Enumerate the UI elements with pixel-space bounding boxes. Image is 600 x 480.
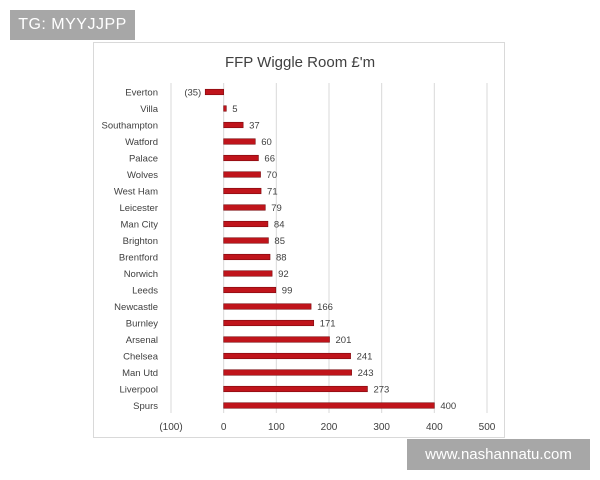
category-label: Everton [125, 88, 158, 99]
data-label: 201 [336, 335, 352, 346]
category-label: Leicester [119, 203, 158, 214]
bar [223, 204, 266, 211]
category-label: Newcastle [114, 302, 158, 313]
bar [223, 336, 330, 343]
bar [223, 138, 256, 145]
bar [223, 105, 227, 112]
data-label: 92 [278, 269, 289, 280]
data-label: 243 [358, 368, 374, 379]
bar [223, 369, 352, 376]
category-label: Brentford [119, 253, 158, 264]
category-label: Watford [125, 137, 158, 148]
category-label: Arsenal [126, 335, 158, 346]
category-labels: Everton Villa Southampton Watford Palace Wolv… [101, 88, 158, 413]
bar [223, 286, 277, 294]
bar [223, 402, 435, 409]
bar [204, 88, 224, 96]
watermark-top: TG: MYYJJPP [10, 10, 135, 40]
data-label: 79 [271, 203, 282, 214]
watermark-bottom: www.nashannatu.com [407, 439, 590, 470]
data-label: 84 [274, 220, 285, 231]
bar [223, 352, 351, 360]
category-label: Palace [129, 154, 158, 165]
category-label: Man City [121, 220, 159, 231]
bars [204, 88, 435, 409]
data-label: 5 [232, 104, 237, 115]
x-tick-label: (100) [159, 422, 182, 433]
data-label: 400 [440, 401, 456, 412]
category-label: Man Utd [122, 368, 158, 379]
category-label: Brighton [123, 236, 158, 247]
category-label: Leeds [132, 286, 158, 297]
category-label: Wolves [127, 170, 158, 181]
data-label: 171 [320, 319, 336, 330]
data-label: 85 [274, 236, 285, 247]
bar-chart: FFP Wiggle Room £'m Everton Villa Southamp… [101, 54, 495, 433]
data-label: 70 [267, 170, 278, 181]
data-label: 60 [261, 137, 272, 148]
bar [223, 220, 269, 228]
data-label: 66 [264, 154, 275, 165]
gridlines [170, 83, 488, 413]
category-label: West Ham [114, 187, 158, 198]
data-label: (35) [184, 88, 201, 99]
x-tick-label: 100 [268, 422, 285, 433]
bar [223, 121, 244, 129]
data-label: 37 [249, 121, 260, 132]
bar [223, 270, 273, 277]
category-label: Villa [140, 104, 158, 115]
bar [223, 154, 259, 162]
x-tick-label: 200 [321, 422, 338, 433]
data-label: 273 [373, 385, 389, 396]
x-tick-labels: (100) 0 100 200 300 400 500 [159, 422, 495, 433]
bar [223, 171, 261, 178]
category-label: Chelsea [123, 352, 159, 363]
category-label: Southampton [101, 121, 158, 132]
x-tick-label: 300 [373, 422, 390, 433]
bar [223, 385, 368, 393]
data-label: 71 [267, 187, 278, 198]
x-tick-label: 0 [221, 422, 227, 433]
chart-panel: FFP Wiggle Room £'m Everton Villa Southamp… [93, 42, 505, 438]
category-label: Burnley [126, 319, 158, 330]
x-tick-label: 400 [426, 422, 443, 433]
data-label: 166 [317, 302, 333, 313]
bar [223, 253, 271, 261]
bar [223, 187, 262, 195]
data-label: 241 [357, 352, 373, 363]
data-label: 99 [282, 286, 293, 297]
x-tick-label: 500 [479, 422, 496, 433]
category-label: Liverpool [119, 385, 158, 396]
bar [223, 237, 269, 244]
bar [223, 319, 315, 327]
category-label: Norwich [124, 269, 158, 280]
bar [223, 303, 312, 310]
category-label: Spurs [133, 401, 158, 412]
chart-title: FFP Wiggle Room £'m [225, 54, 375, 71]
data-label: 88 [276, 253, 287, 264]
